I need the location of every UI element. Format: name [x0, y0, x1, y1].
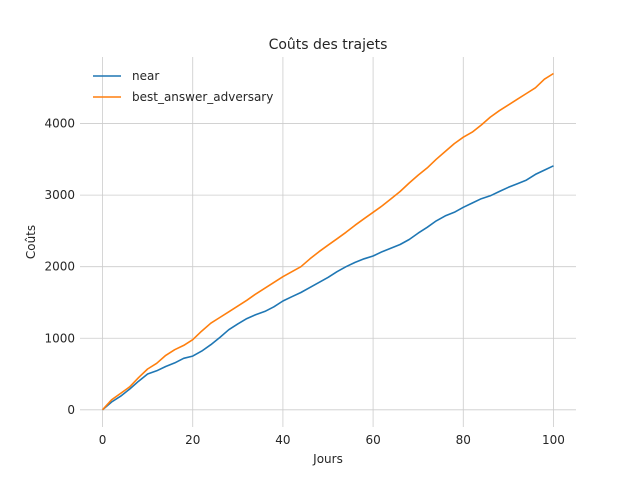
- x-tick-label: 0: [99, 433, 107, 447]
- plot-area: [80, 57, 576, 427]
- series-layer: [101, 72, 554, 411]
- y-axis-label: Coûts: [24, 225, 38, 259]
- y-tick-label: 4000: [44, 117, 75, 131]
- chart-title: Coûts des trajets: [269, 37, 388, 53]
- x-tick-label: 20: [185, 433, 200, 447]
- x-tick-label: 80: [456, 433, 471, 447]
- legend: near best_answer_adversary: [93, 69, 273, 104]
- x-tick-label: 40: [275, 433, 290, 447]
- legend-label: near: [132, 69, 159, 83]
- y-tick-label: 2000: [44, 260, 75, 274]
- y-tick-label: 1000: [44, 331, 75, 345]
- y-tick-label: 0: [67, 403, 75, 417]
- y-tick-label: 3000: [44, 188, 75, 202]
- series-line-best_answer_adversary: [101, 72, 554, 411]
- x-tick-label: 60: [365, 433, 380, 447]
- x-tick-label: 100: [542, 433, 565, 447]
- series-line-near: [101, 165, 554, 411]
- legend-label: best_answer_adversary: [132, 90, 273, 104]
- x-axis-label: Jours: [312, 452, 343, 466]
